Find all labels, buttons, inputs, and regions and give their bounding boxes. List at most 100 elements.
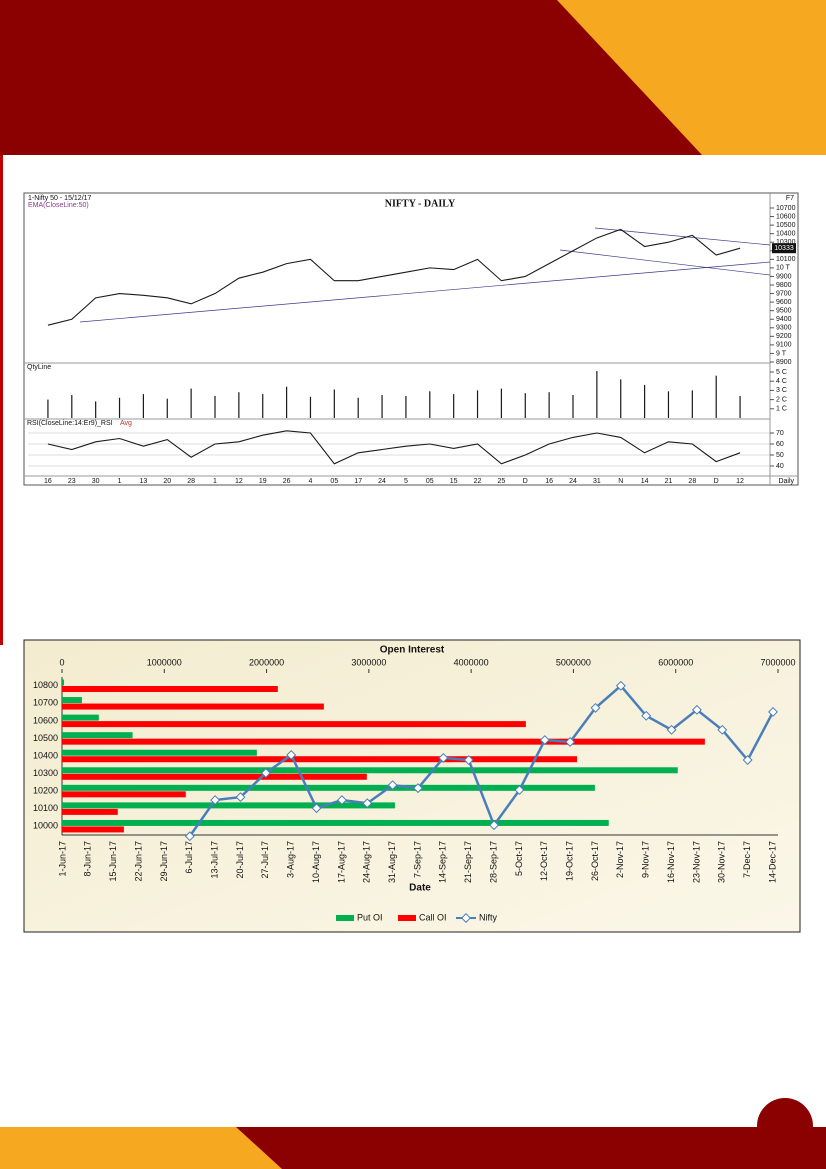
bar xyxy=(596,371,598,418)
bar xyxy=(453,394,455,418)
bar xyxy=(405,395,407,418)
bar xyxy=(62,686,278,692)
x-tick-label: 30 xyxy=(92,478,100,485)
series-line xyxy=(188,684,775,837)
bar xyxy=(142,394,144,418)
x-tick-label: 05 xyxy=(330,478,338,485)
point xyxy=(565,737,576,747)
x-tick-label: 8-Jun-17 xyxy=(83,841,93,877)
x-tick-label: 20 xyxy=(163,478,171,485)
point xyxy=(768,706,778,717)
chart-title: NIFTY - DAILY xyxy=(385,198,456,209)
x-tick-label: 26-Oct-17 xyxy=(590,841,600,881)
bar xyxy=(500,388,502,418)
x-tick-label: 12-Oct-17 xyxy=(539,841,549,881)
point xyxy=(413,783,423,794)
bar xyxy=(644,384,646,418)
y-tick-label: 10800 xyxy=(33,680,58,690)
x-tick-label: 0 xyxy=(59,657,64,667)
y-tick-label: 10300 xyxy=(776,239,796,246)
bar xyxy=(190,388,192,418)
x-tick-label: 25 xyxy=(498,478,506,485)
bar xyxy=(62,802,395,809)
y-tick-label: 9500 xyxy=(776,308,792,315)
point xyxy=(666,724,677,735)
legend-label: Call OI xyxy=(419,912,447,922)
x-tick-label: 2000000 xyxy=(249,657,284,667)
bar xyxy=(62,826,124,833)
bar xyxy=(214,395,216,418)
y-tick-label: 9700 xyxy=(776,290,792,297)
x-tick-label: 20-Jul-17 xyxy=(235,841,245,879)
x-tick-label: 6000000 xyxy=(658,657,693,667)
x-tick-label: 30-Nov-17 xyxy=(717,841,727,883)
x-tick-label: N xyxy=(618,478,623,485)
footer-accent xyxy=(0,1127,282,1169)
chart-subtitle: 1-Nifty 50 - 15/12/17 xyxy=(28,195,92,202)
x-tick-label: 31 xyxy=(593,478,601,485)
x-tick-label: 27-Jul-17 xyxy=(260,841,270,879)
x-tick-label: 19-Oct-17 xyxy=(565,841,575,881)
series-line xyxy=(47,228,741,326)
bar xyxy=(62,721,526,728)
point xyxy=(311,803,322,814)
point xyxy=(260,768,271,778)
x-tick-label: 4000000 xyxy=(454,657,489,667)
bar xyxy=(62,773,367,780)
bar xyxy=(62,703,324,710)
page-badge xyxy=(757,1098,813,1154)
bar xyxy=(62,784,595,791)
x-tick-label: 29-Jun-17 xyxy=(159,841,169,882)
bar xyxy=(620,379,622,418)
bar xyxy=(357,397,359,418)
x-tick-label: 14-Dec-17 xyxy=(767,841,777,883)
x-tick-label: 4 xyxy=(309,478,313,485)
x-tick-label: 1 xyxy=(118,478,122,485)
y-tick-label: 10700 xyxy=(33,698,58,708)
point xyxy=(362,798,373,809)
x-tick-label: 21-Sep-17 xyxy=(463,841,473,883)
x-tick-label: 12 xyxy=(235,478,243,485)
y-tick-label: 10500 xyxy=(776,222,796,229)
x-tick-label: 2-Nov-17 xyxy=(615,841,625,878)
x-tick-label: 14 xyxy=(641,478,649,485)
x-tick-label: 16 xyxy=(44,478,52,485)
bar xyxy=(62,679,65,686)
bar xyxy=(71,395,73,418)
y-tick-label: 10 T xyxy=(776,265,791,272)
y-tick-label: 9100 xyxy=(776,342,792,349)
x-tick-label: 28 xyxy=(187,478,195,485)
bar xyxy=(118,397,121,418)
bar xyxy=(62,808,118,815)
point xyxy=(489,820,500,831)
x-tick-label: 17-Aug-17 xyxy=(336,841,346,883)
panel-title: QtyLine xyxy=(27,364,51,371)
point xyxy=(184,831,195,842)
bar xyxy=(62,756,578,763)
price-flag xyxy=(772,243,796,254)
x-tick-label: 24 xyxy=(378,478,386,485)
x-tick-label: 1000000 xyxy=(147,657,182,667)
bar xyxy=(524,393,526,418)
y-tick-label: 10300 xyxy=(33,768,58,778)
x-tick-label: 1 xyxy=(213,478,217,485)
bar xyxy=(166,398,168,418)
point xyxy=(286,749,297,760)
point xyxy=(336,795,347,806)
point xyxy=(463,755,474,765)
x-tick-label: 7-Dec-17 xyxy=(742,841,752,878)
legend-swatch xyxy=(461,913,471,923)
y-tick-label: 9300 xyxy=(776,325,792,332)
x-tick-label: 28 xyxy=(688,478,696,485)
bar xyxy=(667,391,670,418)
bar xyxy=(62,697,82,704)
y-tick-label: 10600 xyxy=(33,715,58,725)
x-tick-label: 05 xyxy=(426,478,434,485)
chart-frame xyxy=(23,192,799,486)
series-line xyxy=(47,430,741,465)
price-label: 10333 xyxy=(774,245,794,252)
x-tick-label: 9-Nov-17 xyxy=(641,841,651,878)
chart-title: Open Interest xyxy=(380,645,445,656)
